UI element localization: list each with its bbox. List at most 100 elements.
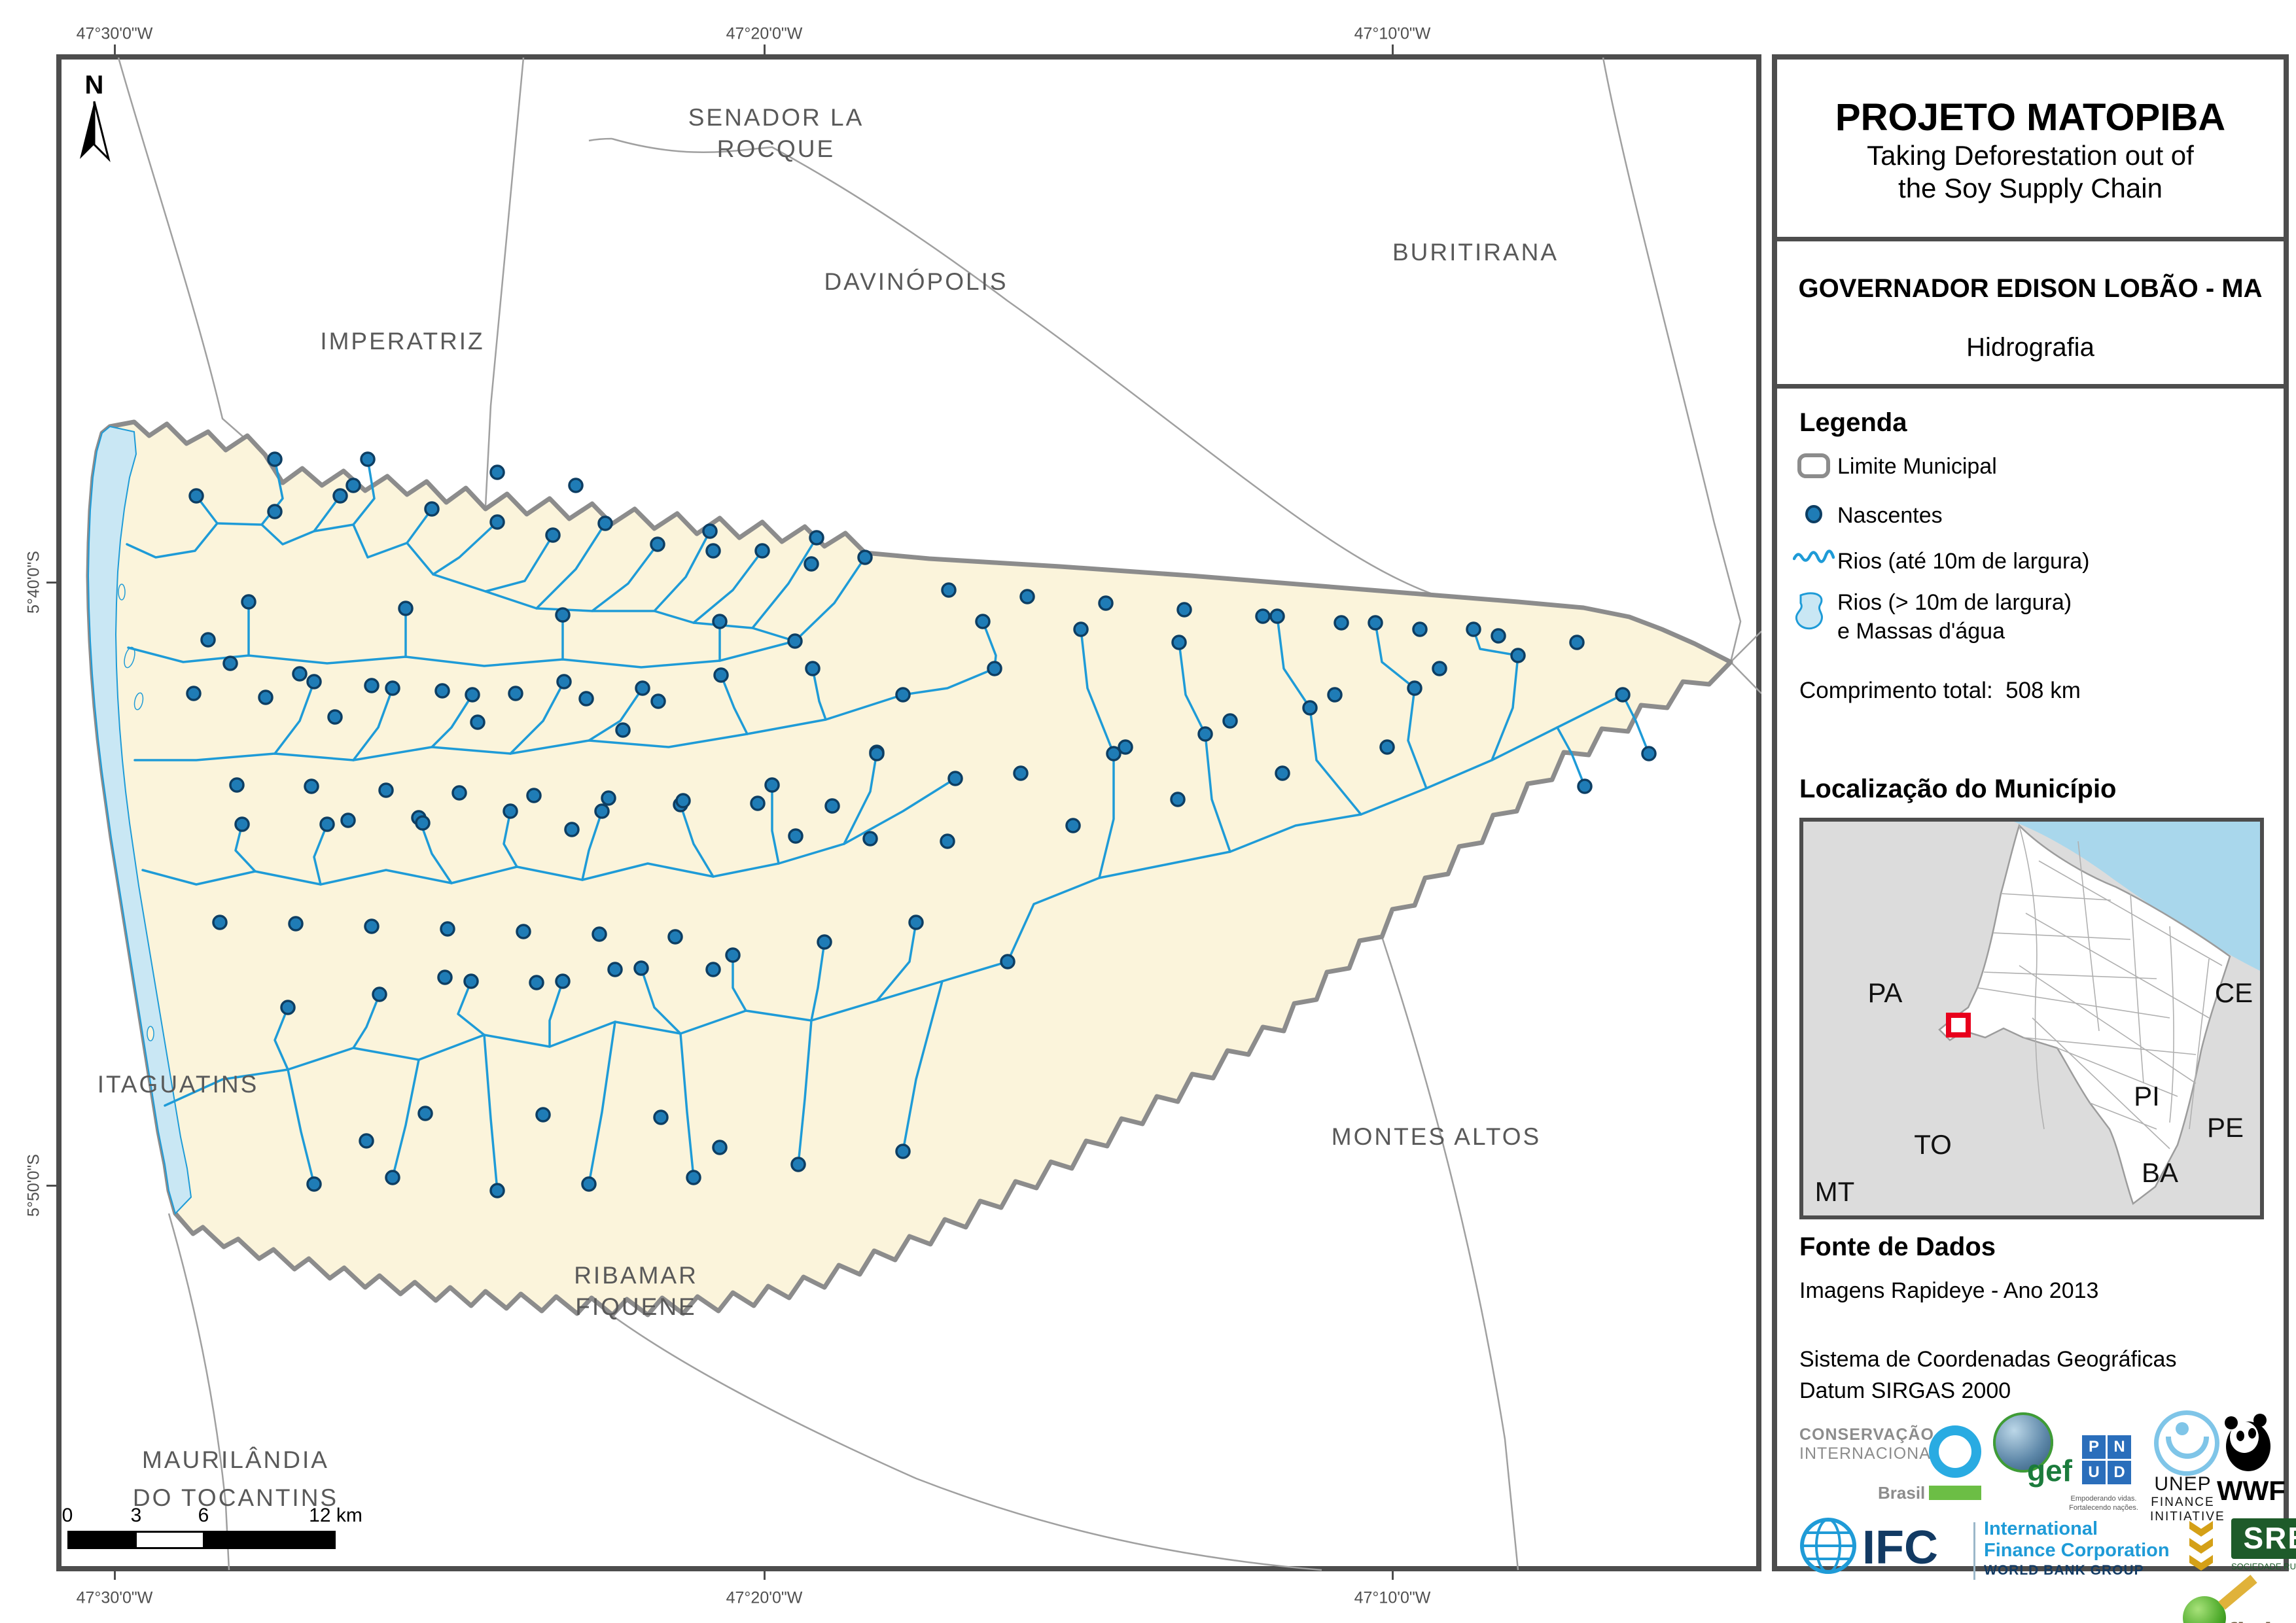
ifc-label: IFC — [1862, 1522, 1938, 1574]
gef-logo: gef — [1993, 1412, 2072, 1504]
municipal-mesh — [1977, 825, 2223, 1149]
scale-3: 3 — [130, 1505, 142, 1526]
tick — [764, 1570, 766, 1580]
tick — [114, 44, 116, 54]
comprimento-total: Comprimento total: 508 km — [1799, 678, 2081, 704]
ifc-globe-icon — [1800, 1518, 1856, 1574]
info-panel: PROJETO MATOPIBA Taking Deforestation ou… — [1772, 54, 2296, 1623]
label-maurilandia-2: DO TOCANTINS — [132, 1484, 339, 1511]
pnud-grid-icon: P N U D — [2082, 1435, 2131, 1484]
fbds-label: fbds — [2227, 1617, 2288, 1623]
unep-fi-logo: UNEP FINANCE INITIATIVE — [2150, 1410, 2225, 1528]
map-theme: Hidrografia — [1966, 333, 2094, 362]
locator-map: PA CE PI PE BA TO MT — [1799, 818, 2264, 1219]
label-maurilandia-1: MAURILÂNDIA — [142, 1446, 329, 1473]
ci-green-bar-icon — [1929, 1486, 1981, 1500]
lat-label-0: 5°40'0"S — [24, 551, 43, 614]
conservacao-internacional-logo: CONSERVAÇÃO INTERNACIONAL Brasil — [1799, 1425, 1989, 1507]
label-itaguatins: ITAGUATINS — [97, 1071, 259, 1098]
lon-label-bot-0: 47°30'0"W — [76, 1588, 153, 1607]
tick — [764, 44, 766, 54]
scale-6: 6 — [198, 1505, 209, 1526]
ifc-subtitle: International Finance Corporation — [1984, 1518, 2170, 1562]
fonte-heading: Fonte de Dados — [1799, 1232, 1996, 1261]
nascentes-icon — [1805, 505, 1822, 523]
legend-nascentes-label: Nascentes — [1837, 503, 1943, 528]
neighbor-boundaries — [117, 57, 1761, 1571]
unep-circle-icon — [2154, 1410, 2219, 1476]
map-canvas — [86, 57, 1761, 1571]
tick — [114, 1570, 116, 1580]
limite-municipal-icon — [1797, 453, 1830, 478]
scale-12: 12 km — [309, 1505, 362, 1526]
scale-0: 0 — [62, 1505, 73, 1526]
river-islands — [118, 584, 154, 1041]
srb-label: SRB — [2231, 1518, 2296, 1559]
comprimento-label: Comprimento total: — [1799, 678, 1993, 703]
label-senador-1: SENADOR LA — [688, 104, 864, 131]
gef-label: gef — [2027, 1454, 2072, 1488]
pnud-letter: D — [2108, 1461, 2131, 1484]
srb-logo: SRB SOCIEDADE RURAL BRASILEIRA — [2183, 1517, 2296, 1582]
tick — [46, 1185, 56, 1187]
massas-agua-icon — [1795, 592, 1824, 630]
label-davinopolis: DAVINÓPOLIS — [824, 268, 1008, 295]
north-arrow: N — [73, 71, 115, 162]
lon-label-top-1: 47°20'0"W — [726, 24, 803, 43]
wide-river-polygon — [87, 425, 192, 1215]
lon-label-top-2: 47°10'0"W — [1354, 24, 1431, 43]
ifc-logo: IFC International Finance Corporation WO… — [1799, 1517, 2170, 1589]
municipality-box: GOVERNADOR EDISON LOBÃO - MA Hidrografia — [1777, 241, 2284, 389]
scale-bar-graphic — [67, 1531, 336, 1549]
municipality-polygon — [86, 419, 1733, 1318]
scale-bar: 0 3 6 12 km — [62, 1505, 376, 1557]
label-ribamar-2: FIQUENE — [575, 1293, 697, 1320]
locator-square — [1946, 1013, 1971, 1038]
ifc-worldbank-label: WORLD BANK GROUP — [1984, 1563, 2144, 1578]
project-subtitle-2: the Soy Supply Chain — [1898, 173, 2163, 204]
srb-wheat-icon — [2189, 1521, 2213, 1571]
north-label: N — [84, 71, 104, 99]
locator-map-canvas — [1803, 822, 2260, 1215]
wwf-logo: WWF — [2217, 1412, 2286, 1510]
springs-layer — [186, 451, 1657, 1198]
tick — [1392, 44, 1394, 54]
ci-brasil-label: Brasil — [1878, 1483, 1926, 1503]
legend-rios2a-label: Rios (> 10m de largura) — [1837, 590, 2072, 615]
comprimento-value: 508 km — [2005, 678, 2081, 703]
ifc-divider — [1973, 1522, 1975, 1580]
pnud-letter: P — [2082, 1435, 2106, 1459]
srb-tagline: SOCIEDADE RURAL BRASILEIRA — [2231, 1562, 2296, 1571]
tick — [1392, 1570, 1394, 1580]
legend-rios2b-label: e Massas d'água — [1837, 619, 2005, 644]
state-to: TO — [1914, 1129, 1952, 1160]
localizacao-heading: Localização do Município — [1799, 775, 2117, 803]
maranhao-shape — [1938, 824, 2231, 1206]
pnud-letter: U — [2082, 1461, 2106, 1484]
unep-label-3: INITIATIVE — [2150, 1510, 2225, 1524]
label-ribamar-1: RIBAMAR — [574, 1262, 698, 1289]
state-ce: CE — [2214, 977, 2253, 1008]
state-pi: PI — [2134, 1081, 2160, 1111]
municipality-name: GOVERNADOR EDISON LOBÃO - MA — [1798, 274, 2263, 303]
unep-label-1: UNEP — [2154, 1473, 2212, 1495]
legend-limite-label: Limite Municipal — [1837, 454, 1997, 479]
state-pa: PA — [1867, 977, 1903, 1008]
pnud-letter: N — [2108, 1435, 2131, 1459]
state-mt: MT — [1814, 1176, 1855, 1207]
pnud-tagline: Empoderando vidas. Fortalecendo nações. — [2069, 1495, 2138, 1512]
label-senador-2: ROCQUE — [716, 135, 836, 162]
lat-label-1: 5°50'0"S — [24, 1154, 43, 1217]
state-ba: BA — [2141, 1157, 2179, 1188]
legend-box: Legenda Limite Municipal Nascentes Rios … — [1777, 389, 2296, 1623]
fonte-line-3: Datum SIRGAS 2000 — [1799, 1378, 2011, 1403]
rios-icon — [1793, 550, 1835, 563]
fonte-line-1: Imagens Rapideye - Ano 2013 — [1799, 1278, 2099, 1303]
lon-label-bot-1: 47°20'0"W — [726, 1588, 803, 1607]
wwf-label: WWF — [2217, 1475, 2286, 1506]
lon-label-bot-2: 47°10'0"W — [1354, 1588, 1431, 1607]
gef-globe-icon — [1993, 1412, 2053, 1473]
fonte-line-2: Sistema de Coordenadas Geográficas — [1799, 1347, 2177, 1372]
legend-heading: Legenda — [1799, 408, 1907, 437]
